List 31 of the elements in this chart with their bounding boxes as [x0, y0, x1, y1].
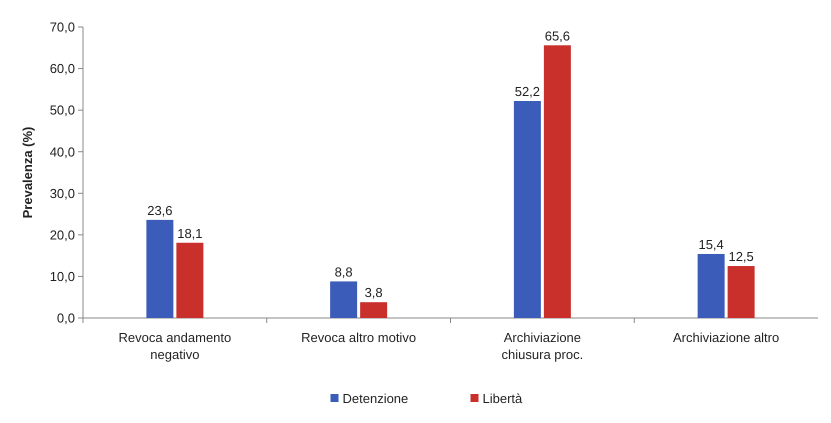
data-label: 3,8: [364, 285, 383, 300]
data-label: 8,8: [334, 264, 353, 280]
x-tick-label: Archiviazione chiusura proc.: [502, 330, 584, 362]
bar: [146, 220, 174, 318]
bar: [544, 45, 571, 318]
bar: [698, 254, 725, 318]
y-tick-label: 20,0: [50, 227, 75, 242]
bar: [176, 242, 204, 318]
x-tick-label: Revoca altro motivo: [301, 330, 416, 345]
data-label: 65,6: [544, 28, 570, 44]
y-tick-label: 60,0: [50, 61, 75, 76]
bar: [330, 281, 358, 318]
x-tick-label: Revoca andamento negativo: [118, 330, 232, 362]
data-label: 52,2: [514, 84, 540, 99]
y-tick-label: 70,0: [50, 20, 75, 35]
bar: [360, 302, 388, 318]
y-axis-title: Prevalenza (%): [20, 126, 35, 218]
bar: [728, 266, 755, 318]
legend-label: Libertà: [482, 391, 524, 406]
y-tick-label: 50,0: [50, 102, 75, 118]
data-label: 12,5: [728, 249, 754, 264]
x-tick-label: Archiviazione altro: [673, 330, 780, 345]
data-label: 23,6: [147, 202, 173, 218]
data-label: 18,1: [177, 226, 203, 241]
y-tick-label: 40,0: [50, 144, 75, 160]
y-tick-label: 30,0: [50, 186, 75, 201]
data-label: 15,4: [698, 236, 724, 252]
bar: [514, 100, 541, 318]
y-tick-label: 0,0: [56, 310, 75, 326]
y-tick-label: 10,0: [50, 268, 75, 284]
legend-label: Detenzione: [342, 391, 408, 406]
